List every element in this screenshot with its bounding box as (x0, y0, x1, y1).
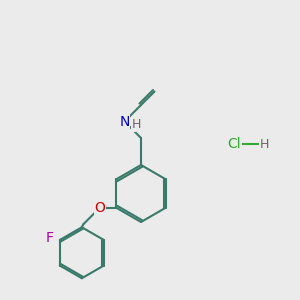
Text: Cl: Cl (227, 137, 241, 151)
Text: H: H (132, 118, 141, 131)
Text: H: H (259, 137, 269, 151)
Text: O: O (94, 201, 105, 215)
Text: N: N (119, 115, 130, 128)
Text: F: F (45, 232, 53, 245)
